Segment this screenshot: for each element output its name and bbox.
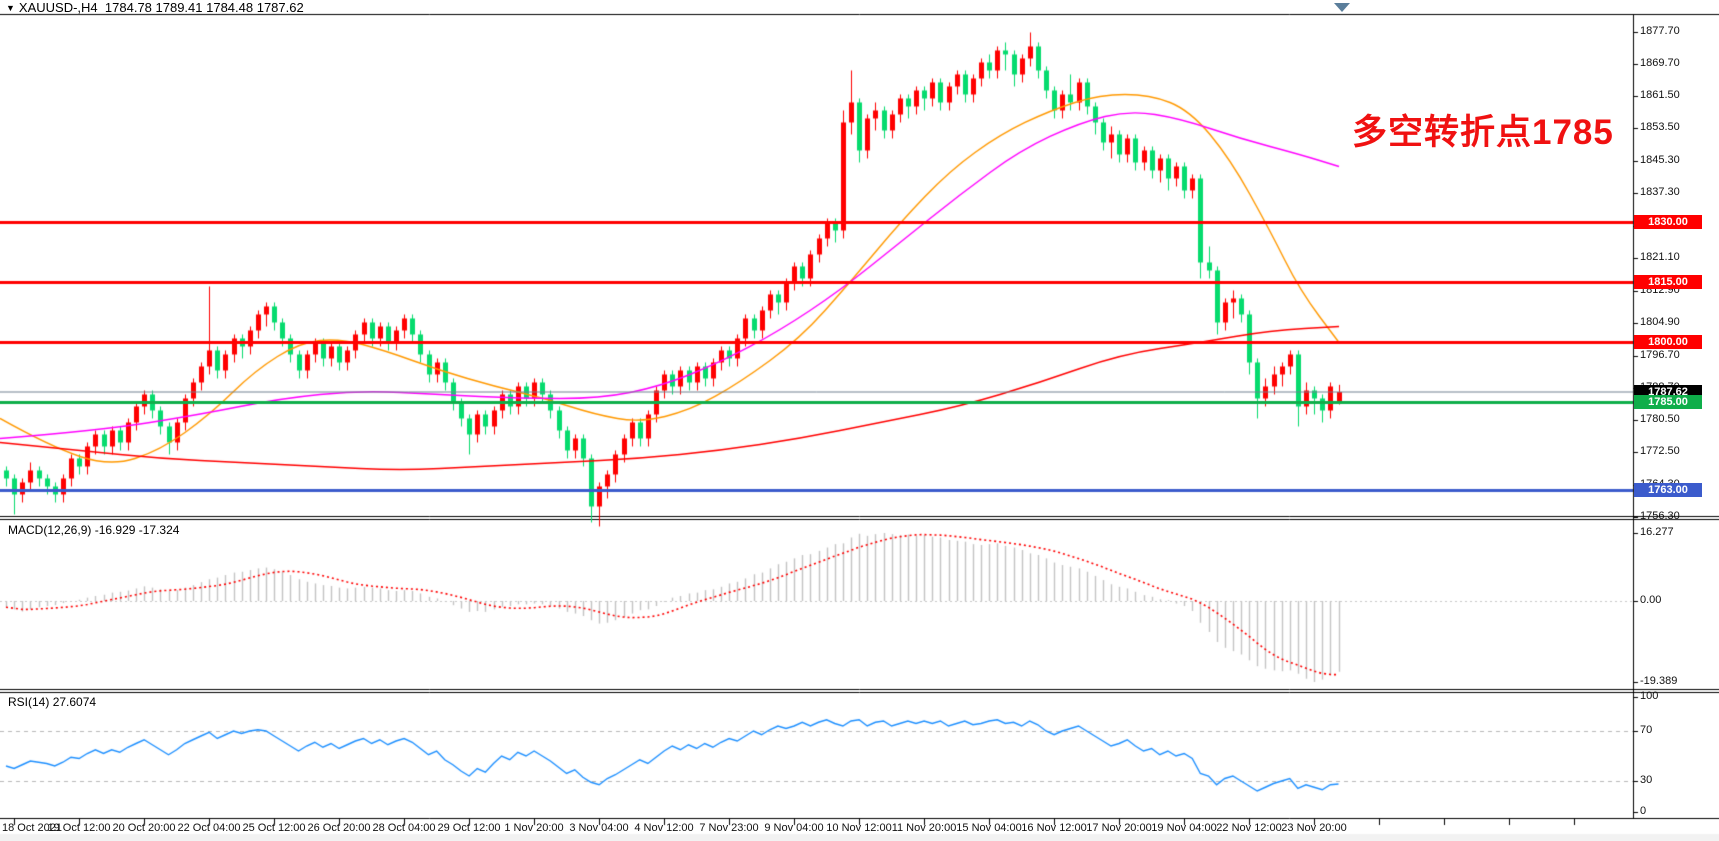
time-axis-label: 19 Oct 12:00 bbox=[47, 822, 111, 834]
macd-axis-tick-label: -19.389 bbox=[1640, 675, 1678, 687]
time-axis-label: 9 Nov 04:00 bbox=[764, 822, 824, 834]
time-axis-label: 18 Oct 2021 bbox=[2, 822, 62, 834]
macd-axis-tick-label: 16.277 bbox=[1640, 525, 1674, 538]
symbol-info: ▼ XAUUSD-,H4 1784.78 1789.41 1784.48 1787… bbox=[6, 0, 304, 15]
time-axis-label: 25 Oct 12:00 bbox=[242, 822, 306, 834]
price-axis-tick-label: 1861.50 bbox=[1640, 89, 1680, 102]
symbol-timeframe: XAUUSD-,H4 bbox=[18, 0, 98, 15]
price-axis-tick-label: 1772.50 bbox=[1640, 445, 1680, 458]
time-axis-label: 3 Nov 04:00 bbox=[569, 822, 629, 834]
time-axis-label: 10 Nov 12:00 bbox=[826, 822, 892, 834]
rsi-axis-tick-label: 30 bbox=[1640, 774, 1653, 786]
macd-indicator-label: MACD(12,26,9) -16.929 -17.324 bbox=[8, 523, 180, 537]
chart-shift-marker-icon[interactable] bbox=[1334, 3, 1350, 12]
price-badge: 1830.00 bbox=[1634, 215, 1702, 230]
price-axis-tick-label: 1845.30 bbox=[1640, 154, 1680, 167]
price-axis-tick-label: 1821.10 bbox=[1640, 251, 1680, 264]
time-axis-label: 20 Oct 20:00 bbox=[112, 822, 176, 834]
price-axis-tick-label: 1796.70 bbox=[1640, 348, 1680, 361]
price-badge: 1763.00 bbox=[1634, 483, 1702, 498]
time-axis-label: 19 Nov 04:00 bbox=[1151, 822, 1217, 834]
rsi-axis-tick-label: 100 bbox=[1640, 690, 1659, 702]
symbol-dropdown-icon[interactable]: ▼ bbox=[6, 3, 15, 13]
price-axis-tick-label: 1837.30 bbox=[1640, 186, 1680, 199]
rsi-indicator-label: RSI(14) 27.6074 bbox=[8, 695, 97, 709]
price-axis-tick-label: 1853.50 bbox=[1640, 121, 1680, 134]
price-axis-tick-label: 1869.70 bbox=[1640, 56, 1680, 69]
time-axis-label: 29 Oct 12:00 bbox=[437, 822, 501, 834]
rsi-axis-tick-label: 0 bbox=[1640, 805, 1647, 817]
time-axis-label: 26 Oct 20:00 bbox=[307, 822, 371, 834]
time-axis-label: 22 Nov 12:00 bbox=[1216, 822, 1282, 834]
price-badge: 1800.00 bbox=[1634, 335, 1702, 350]
time-axis-label: 16 Nov 12:00 bbox=[1021, 822, 1087, 834]
price-axis-tick-label: 1877.70 bbox=[1640, 24, 1680, 37]
time-axis-label: 28 Oct 04:00 bbox=[372, 822, 436, 834]
time-axis-label: 17 Nov 20:00 bbox=[1086, 822, 1152, 834]
time-axis-label: 1 Nov 20:00 bbox=[504, 822, 564, 834]
annotation-text: 多空转折点1785 bbox=[1352, 113, 1614, 152]
macd-axis-tick-label: 0.00 bbox=[1640, 594, 1662, 606]
price-axis-tick-label: 1780.50 bbox=[1640, 413, 1680, 426]
price-badge: 1785.00 bbox=[1634, 395, 1702, 410]
price-axis-tick-label: 1756.30 bbox=[1640, 510, 1680, 523]
price-badge: 1815.00 bbox=[1634, 275, 1702, 290]
time-axis-label: 11 Nov 20:00 bbox=[891, 822, 957, 834]
time-axis-label: 4 Nov 12:00 bbox=[634, 822, 694, 834]
time-axis-label: 22 Oct 04:00 bbox=[177, 822, 241, 834]
time-axis-label: 15 Nov 04:00 bbox=[956, 822, 1022, 834]
time-axis-label: 7 Nov 23:00 bbox=[699, 822, 759, 834]
rsi-axis-tick-label: 70 bbox=[1640, 724, 1653, 736]
symbol-ohlc-readout: 1784.78 1789.41 1784.48 1787.62 bbox=[104, 0, 304, 15]
price-axis-tick-label: 1804.90 bbox=[1640, 315, 1680, 328]
time-axis-label: 23 Nov 20:00 bbox=[1281, 822, 1347, 834]
